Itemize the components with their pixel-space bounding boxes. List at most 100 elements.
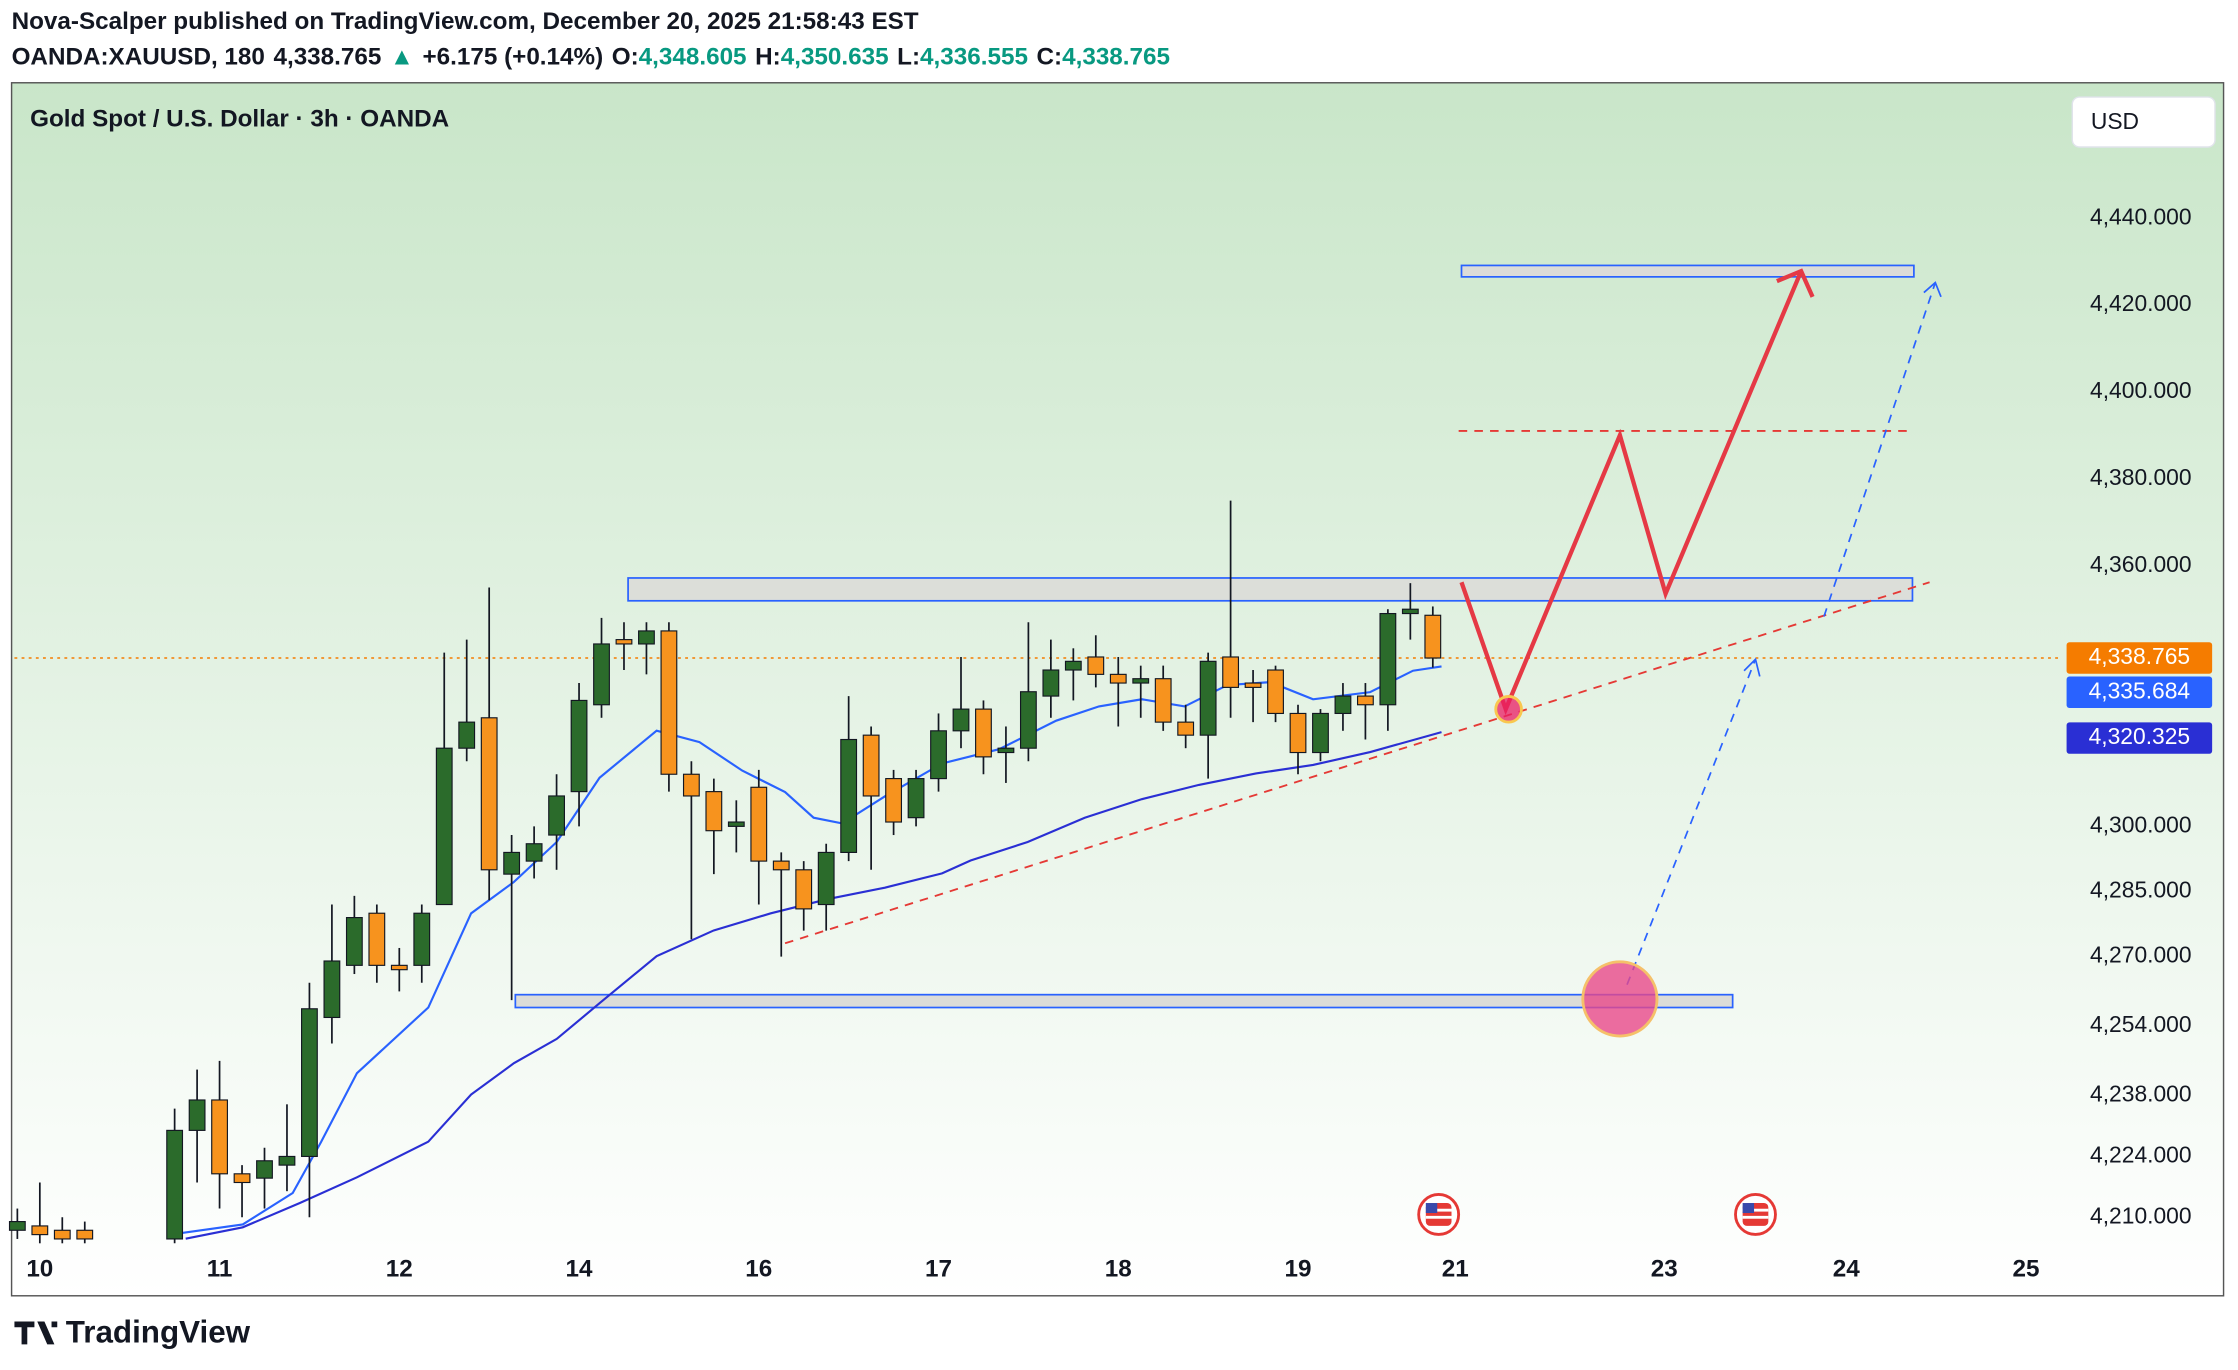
chart-title: Gold Spot / U.S. Dollar · 3h · OANDA: [30, 105, 449, 132]
candle-body: [1154, 678, 1172, 723]
trend-line: [784, 581, 1930, 945]
header-segment: O:: [612, 44, 639, 71]
projection-path: [1459, 270, 1804, 716]
logo-text: TradingView: [66, 1315, 251, 1350]
candle-body: [368, 912, 386, 966]
candle-body: [76, 1229, 94, 1240]
candle-body: [638, 630, 655, 645]
arrow-head: [1743, 657, 1761, 677]
candle-body: [840, 738, 858, 853]
currency-button[interactable]: [2071, 96, 2216, 148]
resistance-zone: [627, 577, 1914, 602]
candle-body: [1267, 669, 1284, 715]
candle-body: [1177, 721, 1195, 736]
x-tick-label: 10: [26, 1256, 53, 1283]
candle-body: [795, 869, 813, 910]
arrow-head: [1923, 281, 1942, 298]
candle-body: [233, 1173, 251, 1184]
target-zone: [1460, 264, 1915, 278]
x-tick-label: 19: [1285, 1256, 1312, 1283]
candle-body: [480, 717, 498, 871]
candle-body: [1244, 682, 1262, 688]
candle-body: [413, 912, 431, 966]
candle-body: [1289, 712, 1307, 754]
candle-body: [705, 791, 723, 832]
header-segment: L:: [897, 44, 920, 71]
candle-body: [997, 747, 1015, 754]
price-marker: [2066, 722, 2213, 754]
x-tick-label: 23: [1651, 1256, 1678, 1283]
candle-body: [1109, 673, 1127, 684]
price-marker: [2066, 642, 2213, 674]
candle-body: [1334, 695, 1352, 715]
candle-body: [930, 730, 947, 780]
support-zone: [514, 993, 1734, 1009]
candle-body: [952, 708, 970, 732]
candle-body: [345, 916, 363, 966]
candle-body: [885, 778, 903, 823]
candle-body: [660, 630, 678, 775]
candle-body: [907, 778, 925, 819]
x-tick-label: 14: [566, 1256, 593, 1283]
y-tick-label: 4,440.000: [2090, 203, 2192, 229]
candle-body: [682, 773, 700, 797]
candle-body: [1199, 660, 1217, 736]
candle-body: [1312, 712, 1329, 754]
candle-body: [503, 851, 521, 875]
header-segment: C:: [1037, 44, 1063, 71]
candle-body: [817, 851, 835, 906]
y-tick-label: 4,210.000: [2090, 1202, 2192, 1228]
header-segment: +6.175 (+0.14%): [423, 44, 604, 71]
candle-body: [570, 699, 588, 793]
y-tick-label: 4,300.000: [2090, 811, 2192, 837]
y-tick-label: 4,270.000: [2090, 942, 2192, 968]
candle-body: [188, 1099, 206, 1131]
y-tick-label: 4,254.000: [2090, 1011, 2192, 1037]
header-segment: 4,338.765: [1062, 44, 1170, 71]
candle-body: [548, 795, 565, 836]
x-tick-label: 16: [745, 1256, 772, 1283]
candle-body: [435, 747, 453, 906]
price-marker-label: 4,338.765: [2089, 643, 2191, 669]
x-tick-label: 24: [1833, 1256, 1860, 1283]
header-segment: 4,336.555: [920, 44, 1028, 71]
x-tick-label: 18: [1105, 1256, 1132, 1283]
x-tick-label: 11: [207, 1256, 233, 1283]
candle-body: [727, 821, 745, 827]
candle-body: [1042, 669, 1060, 697]
candle-body: [615, 639, 633, 645]
candle-body: [301, 1008, 318, 1158]
candle-body: [278, 1155, 296, 1166]
support-marker: [1581, 960, 1659, 1038]
plot: [8, 264, 2063, 1244]
currency-label[interactable]: USD: [2091, 108, 2139, 134]
candle-body: [1087, 656, 1105, 675]
y-tick-label: 4,285.000: [2090, 877, 2192, 903]
price-marker: [2066, 676, 2213, 708]
candle-body: [1424, 614, 1442, 659]
y-tick-label: 4,360.000: [2090, 551, 2192, 577]
candle-body: [1379, 612, 1397, 706]
header-segment: 4,338.765: [273, 44, 381, 71]
logo: TradingView: [14, 1315, 251, 1350]
x-tick-label: 12: [386, 1256, 413, 1283]
symbol-line: OANDA:XAUUSD, 180 4,338.765 ▲ +6.175 (+0.14…: [12, 44, 1170, 71]
candle-body: [1356, 695, 1374, 706]
fast-ma: [171, 665, 1442, 1236]
price-marker-label: 4,320.325: [2089, 723, 2191, 749]
candle-body: [525, 843, 543, 862]
dashed-arrow: [1626, 658, 1757, 986]
price-marker-label: 4,335.684: [2089, 677, 2191, 703]
candle-body: [323, 960, 341, 1019]
header-segment: ▲: [390, 44, 414, 71]
candle-body: [1064, 660, 1082, 671]
candle-body: [8, 1221, 26, 1231]
arrow-head: [1776, 268, 1815, 298]
x-tick-label: 21: [1442, 1256, 1469, 1283]
candle-body: [256, 1160, 273, 1179]
x-tick-label: 17: [925, 1256, 952, 1283]
candle-body: [211, 1099, 228, 1175]
candle-body: [862, 734, 880, 797]
